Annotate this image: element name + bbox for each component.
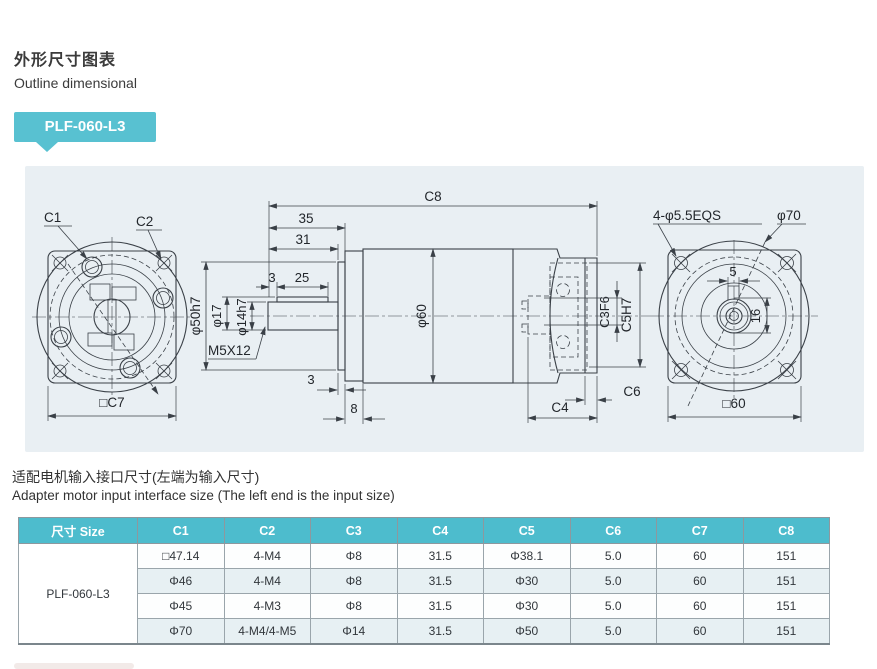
dim-label-16: 16 [748,309,763,323]
table-cell: 31.5 [396,568,484,594]
dim-label-c3f6: C3F6 [597,296,612,328]
table-cell: 151 [742,543,830,569]
table-cell: 60 [656,568,744,594]
table-cell: 31.5 [396,543,484,569]
table-cell: Φ38.1 [483,543,571,569]
table-cell: 31.5 [396,593,484,619]
col-header-size: 尺寸 Size [18,517,138,544]
corner-holes [51,254,173,380]
table-cell: Φ8 [310,593,398,619]
dim-label-phi17: φ17 [209,305,224,328]
table-cell: 151 [742,593,830,619]
table-cell: 60 [656,543,744,569]
dim-label-c2: C2 [136,214,153,229]
table-cell: Φ70 [137,618,225,645]
table-cell: Φ30 [483,568,571,594]
table-cell: 4-M4 [223,543,311,569]
table-row: Φ70 4-M4/4-M5 Φ14 31.5 Φ50 5.0 60 151 [19,618,830,645]
table-caption-en: Adapter motor input interface size (The … [12,488,395,503]
table-cell: 4-M4/4-M5 [223,618,311,645]
dim-label-phi50h7: φ50h7 [188,297,203,336]
dim-label-phi14h7: φ14h7 [234,298,249,335]
dim-label-phi70: φ70 [777,208,801,223]
dim-label-phi60: φ60 [414,304,429,328]
dim-label-m5x12: M5X12 [208,343,251,358]
table-cell: Φ14 [310,618,398,645]
dim-label-c6: C6 [623,384,640,399]
dim-label-c5h7: C5H7 [619,298,634,333]
table-cell: 5.0 [569,593,657,619]
dim-label-eqs: 4-φ5.5EQS [653,208,721,223]
dim-label-35: 35 [298,211,313,226]
dim-label-c8: C8 [424,189,441,204]
dim-label-c1: C1 [44,210,61,225]
interface-size-table: 尺寸 Size C1 C2 C3 C4 C5 C6 C7 C8 PLF-060-… [18,517,830,645]
model-group-cell: PLF-060-L3 [18,543,138,645]
front-view: C1 C2 □C7 [32,210,192,421]
col-header-c2: C2 [223,517,311,544]
rear-corner-holes [671,253,797,380]
page-subtitle: Outline dimensional [14,75,137,91]
dim-label-31: 31 [295,232,310,247]
dim-label-3-flange: 3 [307,372,314,387]
model-badge: PLF-060-L3 [14,112,156,152]
table-header-row: 尺寸 Size C1 C2 C3 C4 C5 C6 C7 C8 [18,517,830,544]
outline-dimension-drawing: C1 C2 □C7 [32,189,818,424]
next-section-badge-edge [14,663,134,669]
table-cell: 4-M4 [223,568,311,594]
table-row: Φ46 4-M4 Φ8 31.5 Φ30 5.0 60 151 [19,568,830,594]
table-cell: 5.0 [569,543,657,569]
table-cell: Φ30 [483,593,571,619]
table-cell: Φ8 [310,543,398,569]
table-cell: 151 [742,618,830,645]
mounting-holes [50,256,174,379]
table-cell: Φ50 [483,618,571,645]
col-header-c5: C5 [483,517,571,544]
table-cell: 60 [656,618,744,645]
col-header-c3: C3 [310,517,398,544]
table-cell: 31.5 [396,618,484,645]
table-row: PLF-060-L3 □47.14 4-M4 Φ8 31.5 Φ38.1 5.0… [18,543,830,645]
table-cell: 5.0 [569,568,657,594]
col-header-c1: C1 [137,517,225,544]
table-caption-zh: 适配电机输入接口尺寸(左端为输入尺寸) [12,469,260,485]
dim-label-c7: □C7 [99,395,124,410]
drawing-panel [25,166,864,452]
rear-view: 5 16 4-φ5.5EQS φ70 □60 [650,208,818,422]
col-header-c6: C6 [569,517,657,544]
table-cell: 5.0 [569,618,657,645]
table-cell: 60 [656,593,744,619]
dim-label-sq60: □60 [722,396,745,411]
table-cell: Φ45 [137,593,225,619]
table-cell: Φ46 [137,568,225,594]
table-cell: □47.14 [137,543,225,569]
table-cell: Φ8 [310,568,398,594]
side-view: C8 35 31 3 25 φ50h7 φ17 [188,189,650,424]
dim-label-25: 25 [295,270,309,285]
table-cell: 4-M3 [223,593,311,619]
col-header-c8: C8 [742,517,830,544]
dim-label-5: 5 [729,264,736,279]
model-badge-label: PLF-060-L3 [44,118,126,135]
dim-label-c4: C4 [551,400,569,415]
dim-label-8: 8 [350,401,357,416]
table-row: Φ45 4-M3 Φ8 31.5 Φ30 5.0 60 151 [19,593,830,619]
dim-label-3-key: 3 [268,270,275,285]
table-cell: 151 [742,568,830,594]
page-title: 外形尺寸图表 [14,52,117,69]
col-header-c7: C7 [656,517,744,544]
col-header-c4: C4 [396,517,484,544]
badge-pointer [36,142,58,152]
